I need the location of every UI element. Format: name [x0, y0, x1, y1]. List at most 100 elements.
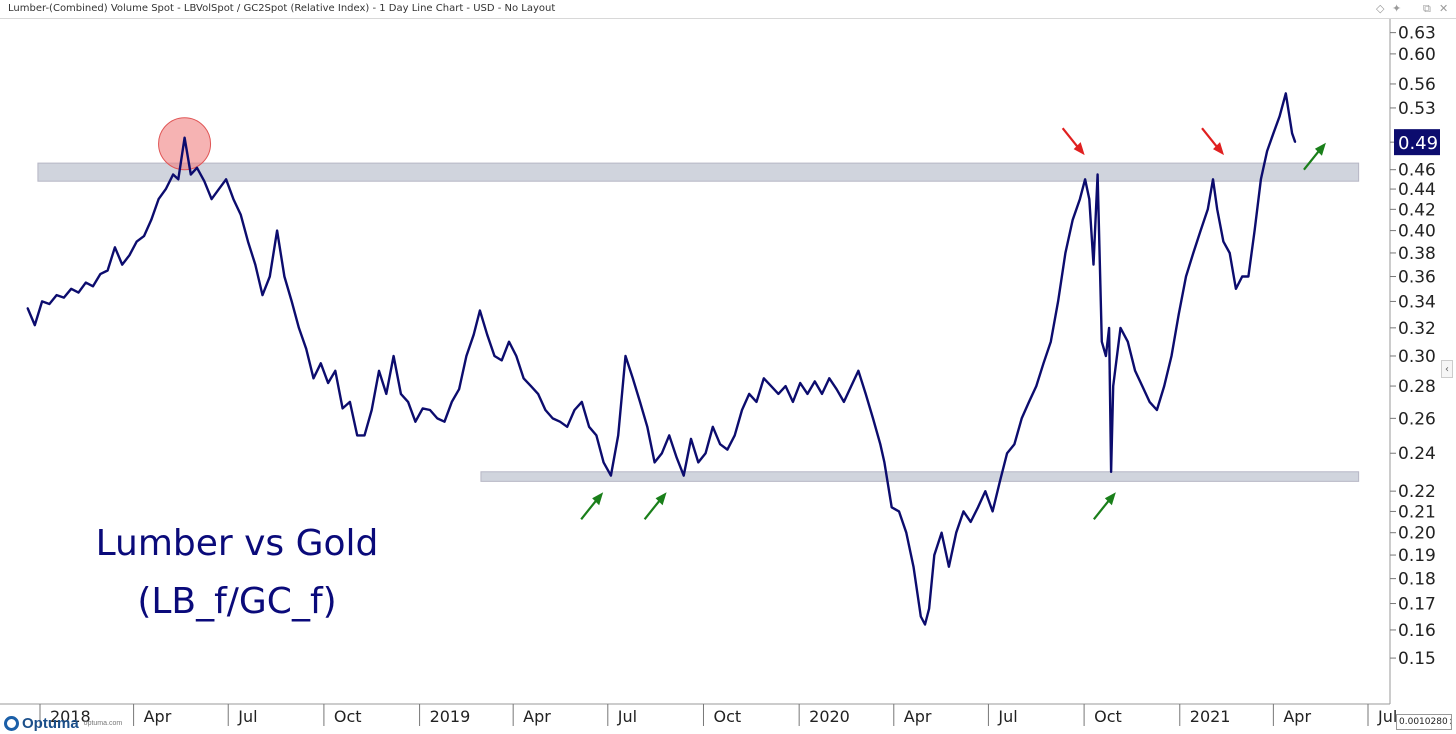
data-point: [356, 434, 358, 437]
data-point: [762, 377, 765, 380]
support-resistance-bands: [37, 162, 1360, 482]
scale-box[interactable]: 0.0010280 XY: [1396, 714, 1452, 730]
data-point: [189, 173, 192, 176]
data-point: [920, 615, 922, 618]
data-point: [269, 275, 271, 278]
arrow-head: [655, 492, 667, 506]
red-arrow-icon: [1061, 127, 1085, 156]
arrow-annotations: [580, 127, 1326, 520]
pin-icon[interactable]: ◇: [1376, 2, 1385, 15]
data-point: [828, 377, 831, 380]
data-point: [1294, 141, 1297, 143]
data-point: [451, 401, 453, 403]
data-point: [537, 393, 539, 395]
band-0: [37, 162, 1360, 182]
star-icon[interactable]: ✦: [1392, 2, 1402, 15]
data-point: [26, 307, 29, 309]
data-point: [1247, 275, 1250, 278]
y-tick-label: 0.24: [1398, 444, 1436, 464]
y-tick-label: 0.32: [1398, 319, 1436, 339]
data-point: [883, 461, 886, 464]
data-point: [1126, 340, 1129, 343]
x-tick-label: Oct: [334, 707, 362, 726]
annotation-line-2: (LB_f/GC_f): [137, 581, 336, 622]
data-point: [508, 340, 510, 343]
data-point: [835, 388, 838, 390]
data-point: [1253, 229, 1256, 232]
y-tick-label: 0.63: [1398, 24, 1436, 44]
data-point: [414, 420, 417, 423]
y-tick-label: 0.26: [1398, 409, 1436, 429]
data-point: [1105, 355, 1107, 357]
arrow-shaft: [1092, 498, 1111, 520]
data-point: [1241, 275, 1243, 278]
y-tick-label: 0.38: [1398, 244, 1436, 264]
data-point: [276, 229, 278, 232]
data-point: [1272, 132, 1275, 135]
data-point: [465, 355, 468, 357]
data-point: [1071, 219, 1074, 221]
data-point: [283, 275, 286, 278]
data-point: [247, 240, 249, 243]
data-point: [522, 377, 525, 380]
last-value-label: 0.49: [1398, 133, 1438, 154]
data-point: [203, 180, 206, 183]
data-point: [421, 407, 424, 410]
x-axis-ticks: 2018 Apr Jul Oct 2019 Apr Jul Oct 2020 Apr Jul Oct 2…: [39, 704, 1397, 726]
y-tick-label: 0.44: [1398, 180, 1436, 200]
y-tick-label: 0.60: [1398, 45, 1436, 65]
data-point: [646, 426, 649, 428]
arrow-shaft: [1303, 149, 1321, 171]
green-arrow-icon: [1092, 492, 1116, 520]
data-point: [114, 246, 116, 249]
side-scroll-arrow[interactable]: ‹: [1441, 360, 1453, 378]
data-point: [55, 294, 58, 296]
y-tick-label: 0.40: [1398, 222, 1436, 242]
data-point: [1278, 115, 1281, 118]
data-point: [1028, 401, 1030, 403]
data-point: [177, 178, 180, 181]
data-point: [1084, 178, 1086, 181]
data-point: [566, 426, 569, 428]
data-point: [955, 531, 957, 534]
data-point: [682, 474, 685, 477]
data-point: [639, 401, 641, 403]
data-point: [472, 333, 475, 336]
data-point: [225, 178, 227, 181]
data-point: [1092, 263, 1095, 266]
last-value-layer: 0.49: [1394, 129, 1440, 156]
data-point: [261, 294, 264, 296]
data-point: [675, 456, 678, 458]
data-point: [1088, 198, 1091, 200]
window-title: Lumber-(Combined) Volume Spot - LBVolSpo…: [8, 3, 556, 14]
data-point: [218, 188, 220, 190]
restore-icon[interactable]: ⧉: [1423, 2, 1431, 15]
title-bar: Lumber-(Combined) Volume Spot - LBVolSpo…: [0, 0, 1456, 19]
y-tick-label: 0.20: [1398, 524, 1436, 544]
last-value-badge: [1394, 129, 1440, 156]
data-point: [479, 309, 481, 312]
data-point: [84, 281, 87, 284]
data-point: [748, 393, 751, 395]
series-line: [26, 92, 1297, 626]
x-tick-label: Jul: [997, 707, 1017, 726]
data-point: [1112, 385, 1115, 387]
close-icon[interactable]: ✕: [1439, 2, 1449, 15]
data-point: [1141, 385, 1144, 387]
x-tick-label: Apr: [1283, 707, 1311, 726]
data-point: [334, 369, 337, 372]
xy-toggle[interactable]: XY: [1449, 718, 1451, 726]
scale-value: 0.0010280: [1399, 717, 1448, 727]
data-point: [515, 355, 518, 357]
data-point: [1134, 369, 1136, 372]
data-point: [486, 333, 488, 336]
data-point: [991, 510, 994, 513]
data-point: [559, 420, 561, 423]
data-point: [879, 443, 882, 446]
data-point: [813, 380, 816, 383]
brand-url: optuma.com: [83, 719, 123, 727]
data-point: [573, 409, 576, 411]
x-tick-label: 2019: [430, 707, 471, 726]
data-point: [165, 188, 167, 190]
